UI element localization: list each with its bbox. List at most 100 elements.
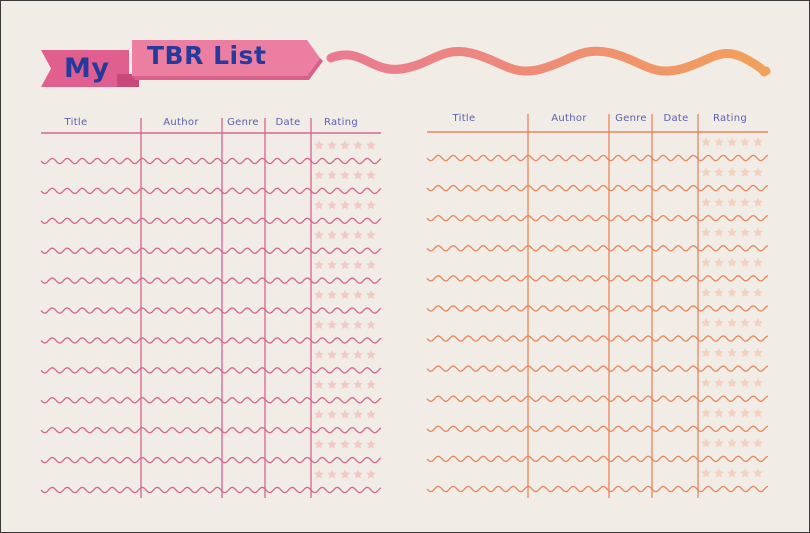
right-rating-star-icon[interactable]: [714, 287, 724, 297]
left-rating-star-icon[interactable]: [340, 170, 350, 180]
left-rating-star-icon[interactable]: [314, 349, 324, 359]
left-rating-star-icon[interactable]: [340, 349, 350, 359]
left-rating-star-icon[interactable]: [327, 469, 337, 479]
right-rating-star-icon[interactable]: [740, 257, 750, 267]
left-rating-star-icon[interactable]: [314, 289, 324, 300]
right-rating-star-icon[interactable]: [753, 408, 763, 418]
left-rating-star-icon[interactable]: [366, 349, 376, 359]
left-rating-star-icon[interactable]: [327, 140, 337, 150]
right-rating-star-icon[interactable]: [740, 347, 750, 358]
left-rating-star-icon[interactable]: [314, 319, 324, 329]
left-rating-star-icon[interactable]: [366, 260, 376, 270]
right-rating-star-icon[interactable]: [753, 287, 763, 297]
left-rating-star-icon[interactable]: [314, 230, 324, 240]
right-rating-star-icon[interactable]: [714, 317, 724, 327]
right-rating-star-icon[interactable]: [740, 438, 750, 448]
left-rating-star-icon[interactable]: [327, 409, 337, 419]
left-rating-star-icon[interactable]: [353, 170, 363, 180]
right-rating-star-icon[interactable]: [701, 317, 711, 327]
left-rating-star-icon[interactable]: [327, 349, 337, 359]
left-rating-star-icon[interactable]: [340, 409, 350, 419]
right-rating-star-icon[interactable]: [740, 468, 750, 478]
right-rating-star-icon[interactable]: [753, 468, 763, 478]
left-row-line[interactable]: [40, 426, 382, 434]
right-rating-star-icon[interactable]: [727, 227, 737, 237]
right-row-line[interactable]: [426, 305, 769, 312]
left-rating-star-icon[interactable]: [366, 469, 376, 479]
right-rating-star-icon[interactable]: [714, 167, 724, 177]
left-rating-star-icon[interactable]: [314, 260, 324, 270]
left-row-line[interactable]: [40, 157, 382, 165]
right-row-line[interactable]: [426, 425, 769, 433]
left-rating-star-icon[interactable]: [366, 439, 376, 449]
left-rating-star-icon[interactable]: [327, 289, 337, 300]
left-rating-star-icon[interactable]: [314, 469, 324, 479]
right-rating-star-icon[interactable]: [740, 137, 750, 147]
left-rating-star-icon[interactable]: [353, 409, 363, 419]
left-row-line[interactable]: [40, 247, 382, 254]
right-rating-star-icon[interactable]: [740, 227, 750, 237]
right-rating-star-icon[interactable]: [727, 378, 737, 388]
left-row-line[interactable]: [40, 307, 382, 314]
right-row-line[interactable]: [426, 245, 769, 252]
left-rating-star-icon[interactable]: [327, 319, 337, 329]
right-rating-star-icon[interactable]: [727, 438, 737, 448]
right-row-line[interactable]: [426, 455, 769, 463]
left-rating-star-icon[interactable]: [353, 140, 363, 150]
right-rating-star-icon[interactable]: [714, 257, 724, 267]
right-rating-star-icon[interactable]: [701, 378, 711, 388]
right-rating-star-icon[interactable]: [727, 167, 737, 177]
left-rating-star-icon[interactable]: [314, 439, 324, 449]
right-rating-star-icon[interactable]: [740, 378, 750, 388]
left-rating-star-icon[interactable]: [340, 200, 350, 210]
left-rating-star-icon[interactable]: [366, 140, 376, 150]
left-rating-star-icon[interactable]: [327, 439, 337, 449]
right-rating-star-icon[interactable]: [727, 197, 737, 207]
right-rating-star-icon[interactable]: [727, 287, 737, 297]
left-rating-star-icon[interactable]: [366, 289, 376, 300]
left-rating-star-icon[interactable]: [353, 469, 363, 479]
left-rating-star-icon[interactable]: [340, 319, 350, 329]
left-rating-star-icon[interactable]: [366, 230, 376, 240]
right-rating-star-icon[interactable]: [740, 197, 750, 207]
right-rating-star-icon[interactable]: [701, 468, 711, 478]
right-rating-star-icon[interactable]: [701, 408, 711, 418]
right-rating-star-icon[interactable]: [701, 197, 711, 207]
left-row-line[interactable]: [40, 486, 382, 494]
left-rating-star-icon[interactable]: [327, 260, 337, 270]
right-rating-star-icon[interactable]: [701, 438, 711, 448]
right-rating-star-icon[interactable]: [701, 287, 711, 297]
right-rating-star-icon[interactable]: [727, 137, 737, 147]
right-rating-star-icon[interactable]: [727, 257, 737, 267]
right-rating-star-icon[interactable]: [740, 167, 750, 177]
right-rating-star-icon[interactable]: [701, 167, 711, 177]
left-rating-star-icon[interactable]: [327, 200, 337, 210]
right-rating-star-icon[interactable]: [701, 137, 711, 147]
right-rating-star-icon[interactable]: [753, 167, 763, 177]
left-row-line[interactable]: [40, 397, 382, 404]
right-rating-star-icon[interactable]: [714, 347, 724, 358]
right-rating-star-icon[interactable]: [753, 378, 763, 388]
right-row-line[interactable]: [426, 485, 769, 493]
right-rating-star-icon[interactable]: [714, 137, 724, 147]
left-rating-star-icon[interactable]: [353, 289, 363, 300]
right-rating-star-icon[interactable]: [701, 257, 711, 267]
left-rating-star-icon[interactable]: [340, 260, 350, 270]
right-row-line[interactable]: [426, 395, 769, 402]
right-row-line[interactable]: [426, 365, 769, 372]
right-rating-star-icon[interactable]: [714, 227, 724, 237]
left-rating-star-icon[interactable]: [366, 319, 376, 329]
right-rating-star-icon[interactable]: [701, 347, 711, 358]
right-rating-star-icon[interactable]: [740, 408, 750, 418]
left-rating-star-icon[interactable]: [353, 439, 363, 449]
right-rating-star-icon[interactable]: [740, 287, 750, 297]
left-rating-star-icon[interactable]: [314, 200, 324, 210]
left-rating-star-icon[interactable]: [327, 230, 337, 240]
left-rating-star-icon[interactable]: [314, 409, 324, 419]
left-rating-star-icon[interactable]: [366, 170, 376, 180]
left-rating-star-icon[interactable]: [366, 409, 376, 419]
left-rating-star-icon[interactable]: [314, 379, 324, 389]
left-rating-star-icon[interactable]: [340, 230, 350, 240]
left-rating-star-icon[interactable]: [353, 260, 363, 270]
left-rating-star-icon[interactable]: [353, 319, 363, 329]
